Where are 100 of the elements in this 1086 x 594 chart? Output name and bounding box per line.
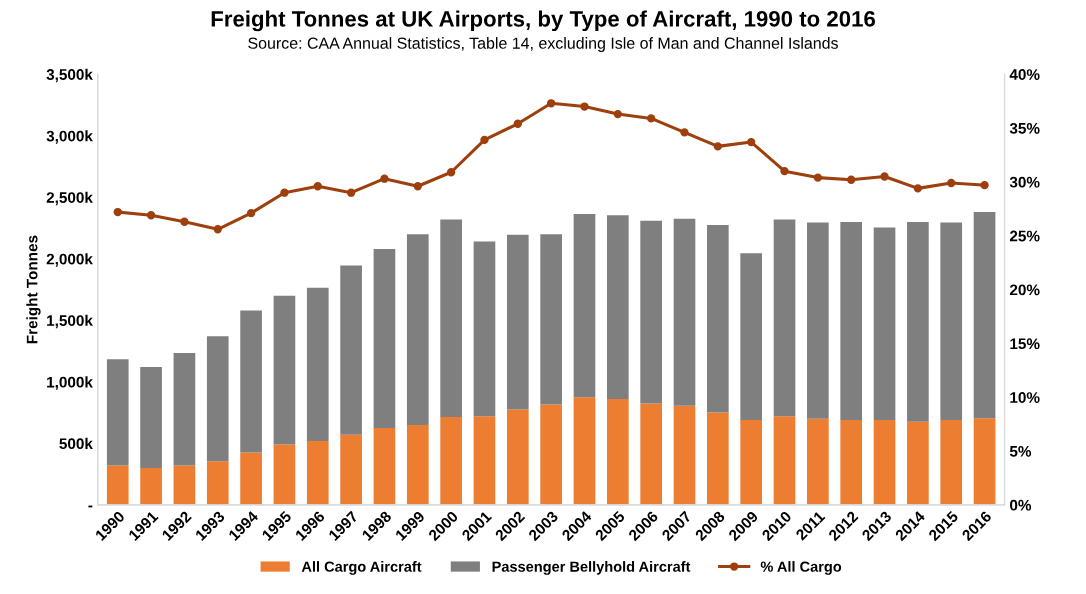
bar bbox=[907, 421, 929, 505]
point bbox=[246, 208, 256, 218]
bar bbox=[473, 416, 496, 505]
point bbox=[713, 142, 723, 151]
y-tick-label: 1,500k bbox=[47, 314, 93, 329]
bar bbox=[840, 420, 863, 505]
bar bbox=[173, 352, 196, 466]
legend-label: % All Cargo bbox=[760, 561, 842, 575]
point bbox=[880, 172, 889, 181]
bar bbox=[406, 234, 429, 425]
bar bbox=[306, 287, 329, 441]
bar bbox=[640, 220, 662, 404]
bar bbox=[506, 234, 529, 410]
bar bbox=[673, 218, 696, 406]
bar bbox=[740, 420, 763, 505]
bar bbox=[373, 248, 396, 428]
point bbox=[847, 175, 856, 184]
legend-label: All Cargo Aircraft bbox=[301, 561, 422, 575]
point bbox=[947, 178, 956, 188]
point bbox=[380, 174, 389, 183]
bar bbox=[506, 409, 529, 505]
point bbox=[446, 168, 456, 177]
y-tick-label: 1,000k bbox=[47, 376, 93, 390]
y-tick-label: 500k bbox=[59, 437, 93, 450]
bar bbox=[573, 397, 596, 505]
y2-tick-label: 0% bbox=[1010, 499, 1032, 511]
chart-subtitle: Source: CAA Annual Statistics, Table 14, excluding Isle of Man and Channel Islands bbox=[248, 37, 838, 52]
point bbox=[346, 188, 356, 197]
bar bbox=[673, 405, 696, 505]
bar bbox=[573, 213, 596, 398]
bar bbox=[540, 404, 562, 505]
point bbox=[646, 114, 656, 123]
bar bbox=[340, 434, 362, 505]
bar bbox=[306, 440, 329, 505]
bar bbox=[373, 428, 396, 505]
y2-tick-label: 35% bbox=[1009, 122, 1040, 134]
bar bbox=[140, 367, 162, 468]
bar bbox=[240, 310, 262, 453]
point bbox=[747, 137, 756, 147]
bar bbox=[206, 461, 229, 505]
legend-label: Passenger Bellyhold Aircraft bbox=[492, 561, 691, 575]
bar bbox=[873, 420, 896, 505]
point bbox=[813, 173, 823, 182]
bar bbox=[773, 416, 796, 505]
y2-tick-label: 15% bbox=[1010, 338, 1040, 350]
y2-tick-label: 25% bbox=[1009, 230, 1040, 242]
point bbox=[580, 102, 589, 111]
bar bbox=[240, 452, 262, 505]
bar bbox=[440, 219, 462, 417]
bar bbox=[940, 222, 963, 420]
bar bbox=[106, 465, 129, 505]
bar bbox=[140, 467, 162, 505]
bar bbox=[773, 219, 796, 417]
bar bbox=[440, 416, 462, 505]
bar bbox=[907, 221, 929, 422]
bar bbox=[106, 359, 129, 466]
y2-tick-label: 40% bbox=[1009, 69, 1040, 80]
y-tick-label: 3,000k bbox=[46, 130, 93, 144]
y2-tick-label: 30% bbox=[1009, 176, 1040, 188]
point bbox=[313, 182, 322, 191]
y-tick-label: - bbox=[88, 505, 93, 508]
y2-tick-label: 20% bbox=[1009, 284, 1040, 296]
chart-title: Freight Tonnes at UK Airports, by Type of Aircraft, 1990 to 2016 bbox=[211, 10, 876, 32]
point bbox=[680, 128, 689, 137]
y-tick-label: 2,500k bbox=[46, 191, 93, 206]
bar bbox=[273, 295, 296, 445]
bar bbox=[173, 465, 196, 505]
bar bbox=[340, 265, 362, 435]
y-tick-label: 2,000k bbox=[46, 253, 93, 267]
bar bbox=[640, 403, 662, 505]
point bbox=[180, 217, 189, 226]
bar bbox=[206, 336, 229, 462]
y2-tick-label: 5% bbox=[1009, 445, 1032, 457]
bar bbox=[873, 227, 896, 420]
bar bbox=[406, 424, 429, 505]
bar bbox=[707, 224, 729, 413]
point bbox=[146, 211, 156, 220]
bar bbox=[940, 420, 963, 505]
bar bbox=[807, 418, 829, 505]
bar bbox=[973, 212, 996, 419]
bar bbox=[606, 215, 629, 400]
bar bbox=[973, 418, 996, 505]
bar bbox=[840, 221, 863, 420]
bar bbox=[606, 399, 629, 505]
point bbox=[280, 188, 289, 197]
bar bbox=[273, 444, 296, 505]
y-axis-title: Freight Tonnes bbox=[26, 235, 41, 344]
bar bbox=[807, 222, 829, 419]
point bbox=[913, 184, 923, 193]
bar bbox=[707, 412, 729, 505]
point bbox=[113, 207, 122, 217]
point bbox=[513, 119, 522, 128]
point bbox=[980, 180, 989, 190]
bar bbox=[740, 253, 763, 420]
point bbox=[613, 109, 622, 119]
bar bbox=[540, 234, 562, 405]
y2-tick-label: 10% bbox=[1010, 392, 1040, 403]
point bbox=[480, 135, 489, 145]
point bbox=[546, 99, 556, 108]
point bbox=[213, 225, 222, 234]
